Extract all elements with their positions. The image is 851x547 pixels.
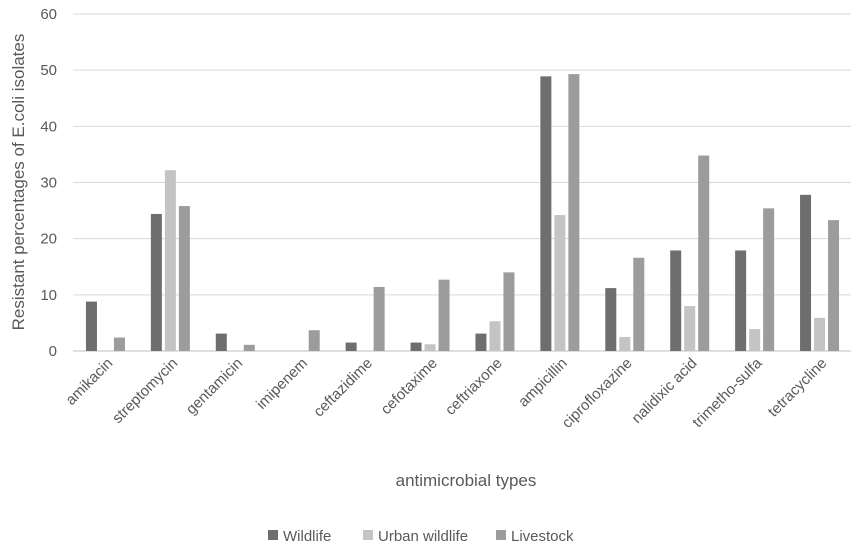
legend-label: Urban wildlife xyxy=(378,528,468,545)
bar-livestock xyxy=(763,208,775,351)
legend-label: Wildlife xyxy=(283,528,331,545)
bar-urban-wildlife xyxy=(684,306,696,351)
bar-livestock xyxy=(633,257,645,351)
x-tick-label: tetracycline xyxy=(765,355,831,421)
bar-wildlife xyxy=(540,76,552,351)
y-tick-label: 50 xyxy=(40,62,57,79)
bar-livestock xyxy=(568,74,580,352)
y-tick-label: 30 xyxy=(40,175,57,192)
bar-livestock xyxy=(113,337,125,351)
bar-wildlife xyxy=(605,288,617,351)
legend: Wildlife Urban wildlife Livestock xyxy=(268,528,574,545)
bar-urban-wildlife xyxy=(424,344,436,351)
x-tick-label: imipenem xyxy=(253,355,311,413)
x-tick-label: trimetho-sulfa xyxy=(689,354,766,431)
x-tick-label: amikacin xyxy=(62,355,116,409)
y-tick-label: 20 xyxy=(40,231,57,248)
bar-livestock xyxy=(698,155,710,351)
x-tick-label: nalidixic acid xyxy=(628,355,700,427)
x-tick-label: ciprofloxazine xyxy=(559,355,636,432)
bar-wildlife xyxy=(410,342,422,351)
x-tick-label: ceftazidime xyxy=(310,355,376,421)
y-tick-label: 10 xyxy=(40,287,57,304)
x-tick-label: ampicillin xyxy=(515,355,571,411)
gridlines xyxy=(73,13,851,352)
bar-urban-wildlife xyxy=(554,215,566,351)
bar-livestock xyxy=(373,286,385,351)
bar-urban-wildlife xyxy=(164,170,176,351)
bar-wildlife xyxy=(150,213,162,351)
bar-livestock xyxy=(503,272,515,351)
x-tick-label: gentamicin xyxy=(183,355,246,418)
y-tick-label: 60 xyxy=(40,6,57,23)
x-tick-label: cefotaxime xyxy=(378,355,441,418)
bar-livestock xyxy=(243,344,255,351)
bar-livestock xyxy=(308,330,320,351)
bar-urban-wildlife xyxy=(489,321,501,351)
bar-livestock xyxy=(828,220,840,351)
bar-urban-wildlife xyxy=(749,329,761,351)
legend-label: Livestock xyxy=(511,528,574,545)
y-axis-ticks: 0 10 20 30 40 50 60 xyxy=(40,6,57,360)
x-tick-label: streptomycin xyxy=(109,355,181,427)
legend-swatch xyxy=(268,530,278,540)
bar-wildlife xyxy=(800,194,812,351)
bar-livestock xyxy=(438,279,450,351)
legend-swatch xyxy=(496,530,506,540)
y-axis-title: Resistant percentages of E.coli isolates xyxy=(9,34,28,331)
bar-wildlife xyxy=(345,342,357,351)
bar-wildlife xyxy=(670,250,682,351)
bar-urban-wildlife xyxy=(814,317,826,351)
x-axis-title: antimicrobial types xyxy=(396,471,537,490)
bars xyxy=(85,74,840,352)
bar-wildlife xyxy=(85,301,97,351)
y-tick-label: 40 xyxy=(40,118,57,135)
bar-wildlife xyxy=(735,250,747,351)
x-tick-label: ceftriaxone xyxy=(442,355,506,419)
bar-livestock xyxy=(178,206,190,351)
legend-swatch xyxy=(363,530,373,540)
bar-urban-wildlife xyxy=(619,336,631,351)
bar-wildlife xyxy=(475,333,487,351)
bar-wildlife xyxy=(215,333,227,351)
y-tick-label: 0 xyxy=(49,343,57,360)
